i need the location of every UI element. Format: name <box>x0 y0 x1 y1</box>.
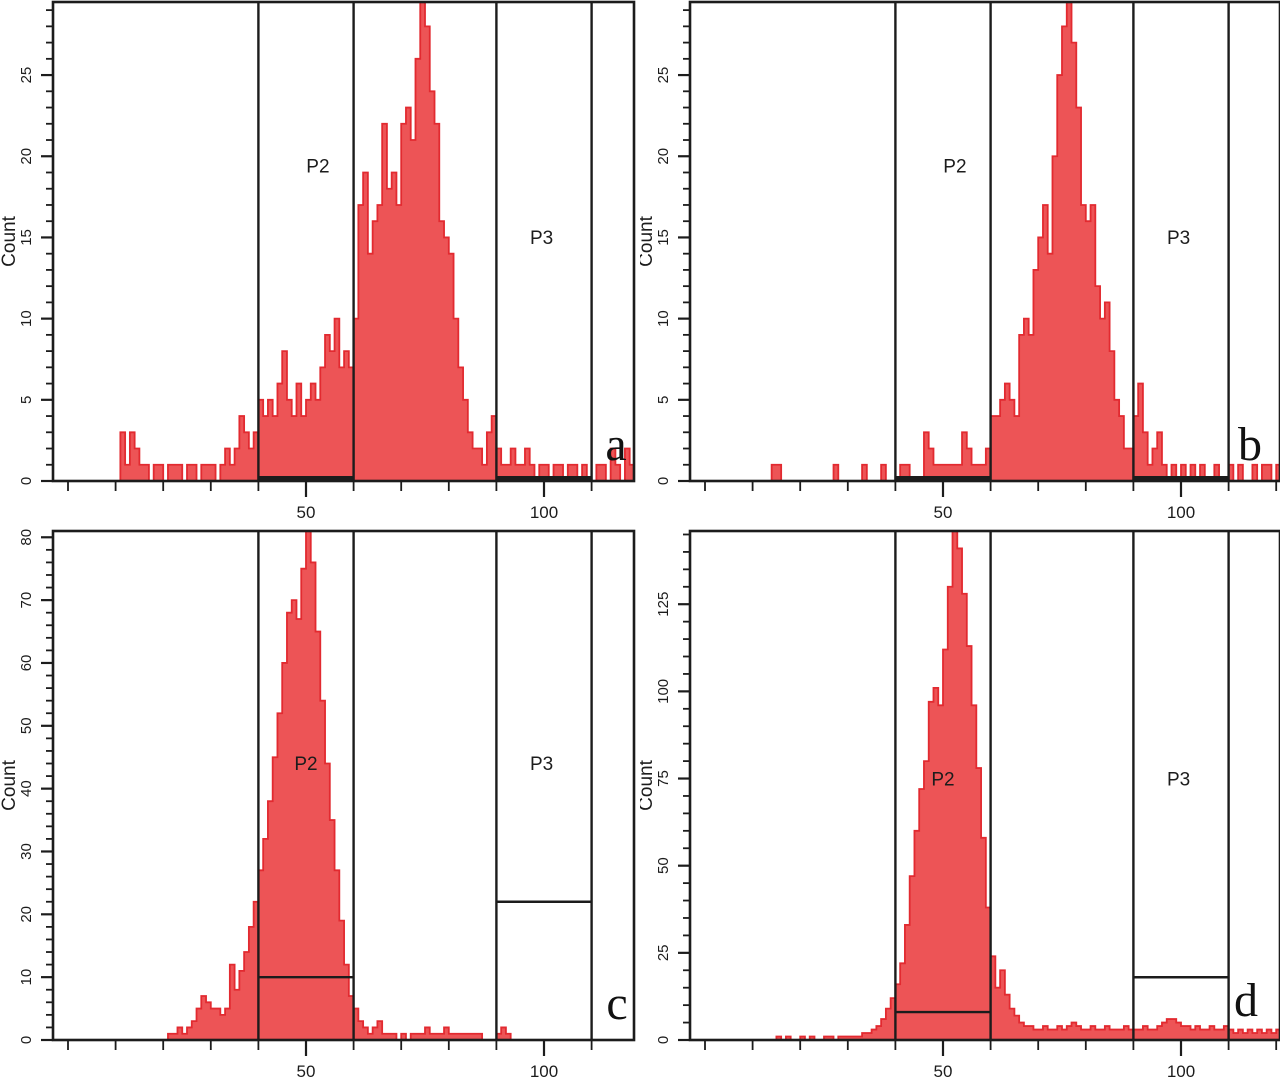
gate-label-p3: P3 <box>1167 228 1190 249</box>
y-axis-title: Count <box>0 215 20 266</box>
x-tick-label: 100 <box>1167 1062 1195 1081</box>
histogram-area <box>728 531 1280 1040</box>
x-tick-label: 50 <box>297 1062 316 1081</box>
panel-svg-a: 0 5 10 15 20 25 50 100 P2 P3 Count a <box>0 0 640 527</box>
panel-svg-d: 0 25 50 75 100 125 50 100 P2 P3 Count d <box>640 527 1280 1081</box>
y-tick-label: 20 <box>655 148 672 165</box>
y-tick-label: 50 <box>18 717 35 734</box>
panel-letter-b: b <box>1238 418 1262 471</box>
y-tick-label: 10 <box>18 310 35 327</box>
gate-p2-base-bar <box>895 476 991 481</box>
x-tick-label: 50 <box>934 1062 953 1081</box>
x-tick-label: 50 <box>297 503 316 522</box>
plot-frame <box>51 529 636 1042</box>
y-tick-label: 40 <box>18 780 35 797</box>
panel-letter-c: c <box>606 977 627 1030</box>
y-tick-label: 10 <box>18 969 35 986</box>
y-tick-label: 15 <box>18 229 35 246</box>
y-axis-title: Count <box>640 215 657 266</box>
x-tick-label: 100 <box>530 503 558 522</box>
y-tick-label: 70 <box>18 592 35 609</box>
y-tick-label: 50 <box>655 857 672 874</box>
plot-frame <box>688 529 1280 1042</box>
gate-label-p2: P2 <box>931 770 954 791</box>
y-tick-label: 125 <box>655 592 672 617</box>
histogram-panel-a: 0 5 10 15 20 25 50 100 P2 P3 Count a <box>0 0 640 527</box>
y-tick-label: 60 <box>18 655 35 672</box>
gate-label-p2: P2 <box>943 156 966 177</box>
y-tick-label: 20 <box>18 148 35 165</box>
y-tick-label: 10 <box>655 310 672 327</box>
y-tick-label: 100 <box>655 679 672 704</box>
y-tick-label: 80 <box>18 529 35 546</box>
panel-letter-d: d <box>1234 974 1258 1027</box>
plot-frame <box>51 0 636 483</box>
panel-letter-a: a <box>605 418 626 471</box>
y-axis-title: Count <box>0 759 20 810</box>
y-tick-label: 15 <box>655 229 672 246</box>
plot-frame <box>688 0 1280 483</box>
panel-svg-b: 0 5 10 15 20 25 50 100 P2 P3 Count b <box>640 0 1280 527</box>
gate-p3-base-bar <box>1133 476 1229 481</box>
y-tick-label: 5 <box>18 396 35 404</box>
histogram-panel-c: 0 10 20 30 40 50 60 70 80 50 100 P2 P3 Count c <box>0 527 640 1081</box>
panel-background <box>640 0 1280 527</box>
x-tick-label: 100 <box>530 1062 558 1081</box>
y-tick-label: 75 <box>655 770 672 787</box>
gate-label-p3: P3 <box>1167 770 1190 791</box>
gate-label-p3: P3 <box>530 754 553 775</box>
histogram-panel-d: 0 25 50 75 100 125 50 100 P2 P3 Count d <box>640 527 1280 1081</box>
y-tick-label: 25 <box>18 67 35 84</box>
gate-label-p3: P3 <box>530 228 553 249</box>
histogram-area <box>728 2 1280 481</box>
y-tick-label: 25 <box>655 67 672 84</box>
y-tick-label: 25 <box>655 944 672 961</box>
x-tick-label: 100 <box>1167 503 1195 522</box>
y-tick-label: 0 <box>18 477 35 485</box>
y-tick-label: 0 <box>655 1036 672 1044</box>
gate-p3-base-bar <box>496 476 592 481</box>
y-tick-label: 0 <box>655 477 672 485</box>
gate-label-p2: P2 <box>294 754 317 775</box>
y-tick-label: 30 <box>18 843 35 860</box>
gate-label-p2: P2 <box>306 156 329 177</box>
panel-svg-c: 0 10 20 30 40 50 60 70 80 50 100 P2 P3 Count c <box>0 527 640 1081</box>
y-tick-label: 5 <box>655 396 672 404</box>
x-tick-label: 50 <box>934 503 953 522</box>
y-axis-title: Count <box>640 759 657 810</box>
y-tick-label: 20 <box>18 906 35 923</box>
y-tick-label: 0 <box>18 1036 35 1044</box>
histogram-panel-b: 0 5 10 15 20 25 50 100 P2 P3 Count b <box>640 0 1280 527</box>
gate-p2-base-bar <box>258 476 354 481</box>
histogram-area <box>91 531 634 1040</box>
